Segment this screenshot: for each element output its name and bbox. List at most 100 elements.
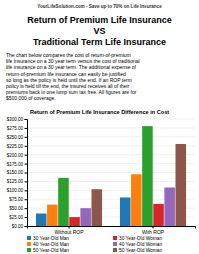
y-tick-mark — [25, 119, 28, 120]
legend-swatch — [113, 236, 117, 240]
y-tick-mark — [25, 173, 28, 174]
body-line: The chart below compares the cost of ret… — [6, 52, 131, 58]
y-tick: $200.00 — [7, 153, 27, 158]
grid-line — [27, 163, 195, 164]
body-line: policy is held till the end, the insured… — [6, 83, 130, 89]
body-line: return-of-premium life insurance can eas… — [6, 71, 126, 77]
legend-label: 30 Year-Old Woman — [119, 236, 162, 241]
y-tick-label: $25.00 — [9, 215, 23, 220]
grid-line — [27, 154, 195, 155]
bar — [80, 208, 91, 226]
grid-line — [27, 136, 195, 137]
body-line: life insurance on a 30 year term. The ad… — [6, 64, 137, 70]
legend: 30 Year-Old Man40 Year-Old Man50 Year-Ol… — [27, 236, 162, 253]
body-line: so long as the policy is held until the … — [6, 77, 132, 83]
legend-label: 40 Year-Old Man — [33, 242, 69, 247]
bar — [69, 217, 80, 226]
y-tick-label: $175.00 — [7, 162, 24, 167]
bar — [131, 174, 142, 226]
y-axis-line — [25, 120, 28, 227]
bar — [120, 197, 131, 226]
y-tick: $50.00 — [9, 206, 27, 211]
grid-line — [27, 172, 195, 173]
plot: $0.00 $25.00 $50.00 $75.00 $100.00 $125.00 $15… — [7, 117, 196, 235]
y-tick-label: $50.00 — [9, 206, 23, 211]
y-tick-label: $300.00 — [7, 117, 24, 122]
legend-item: 30 Year-Old Woman — [113, 236, 162, 241]
y-tick-label: $150.00 — [7, 170, 24, 175]
y-tick-mark — [25, 155, 28, 156]
x-axis: Without ROP With ROP — [28, 226, 196, 235]
x-tick: With ROP — [142, 226, 165, 235]
y-tick-label: $75.00 — [9, 197, 23, 202]
y-tick-mark — [25, 137, 28, 138]
legend-item: 50 Year-Old Woman — [113, 248, 162, 253]
infographic: YourLifeSolution.com - Save up to 70% on… — [0, 0, 199, 254]
bar — [91, 189, 102, 226]
y-tick: $75.00 — [9, 197, 27, 202]
y-tick: $275.00 — [7, 126, 27, 131]
y-tick-mark — [25, 128, 28, 129]
x-axis-line — [28, 227, 196, 229]
bar — [47, 205, 58, 226]
y-tick: $0.00 — [12, 224, 27, 229]
y-tick: $125.00 — [7, 179, 27, 184]
body-text: The chart below compares the cost of ret… — [6, 52, 140, 101]
bars — [36, 126, 186, 226]
y-tick: $25.00 — [9, 215, 27, 220]
legend-item: 40 Year-Old Man — [27, 242, 69, 247]
legend-swatch — [113, 242, 117, 246]
page-title: Traditional Term Life Insurance — [33, 37, 166, 47]
legend-item: 40 Year-Old Woman — [113, 242, 162, 247]
x-tick-label: Without ROP — [54, 229, 84, 235]
y-tick-mark — [25, 199, 28, 200]
bar — [175, 144, 186, 226]
grid — [27, 119, 195, 226]
y-tick-label: $275.00 — [7, 126, 24, 131]
y-tick: $100.00 — [7, 188, 27, 193]
y-tick-label: $225.00 — [7, 144, 24, 149]
y-tick: $300.00 — [7, 117, 27, 122]
page-title: VS — [93, 26, 105, 36]
y-tick-mark — [25, 164, 28, 165]
body-line: premiums back in one lump sum tax free. … — [6, 89, 137, 95]
legend-item: 30 Year-Old Man — [27, 236, 69, 241]
bar — [36, 214, 47, 226]
legend-swatch — [27, 248, 31, 252]
y-tick-label: $0.00 — [12, 224, 24, 229]
y-tick-mark — [25, 190, 28, 191]
x-tick: Without ROP — [54, 226, 84, 235]
y-tick-label: $125.00 — [7, 179, 24, 184]
y-tick-mark — [25, 208, 28, 209]
grid-line — [27, 127, 195, 128]
legend-label: 50 Year-Old Woman — [119, 248, 162, 253]
y-tick-label: $250.00 — [7, 135, 24, 140]
bar — [58, 178, 69, 226]
body-line: life insurance on a 30 year term versus … — [6, 58, 140, 64]
bar — [142, 126, 153, 226]
header-text: YourLifeSolution.com - Save up to 70% on… — [37, 4, 162, 9]
bar — [164, 187, 175, 226]
legend-swatch — [27, 236, 31, 240]
legend-label: 40 Year-Old Woman — [119, 242, 162, 247]
y-tick-mark — [25, 217, 28, 218]
y-tick: $175.00 — [7, 162, 27, 167]
legend-label: 30 Year-Old Man — [33, 236, 69, 241]
legend-swatch — [113, 248, 117, 252]
y-tick-mark — [25, 181, 28, 182]
grid-line — [27, 119, 195, 120]
page-title: Return of Premium Life Insurance — [27, 15, 172, 25]
y-tick: $250.00 — [7, 135, 27, 140]
y-tick: $225.00 — [7, 144, 27, 149]
body-line: $500,000 of coverage. — [6, 95, 56, 101]
grid-line — [27, 145, 195, 146]
x-tick-label: With ROP — [142, 229, 165, 235]
y-tick-mark — [25, 146, 28, 147]
legend-label: 50 Year-Old Man — [33, 248, 69, 253]
grid-line — [27, 181, 195, 182]
bar — [153, 204, 164, 226]
legend-item: 50 Year-Old Man — [27, 248, 69, 253]
y-tick-mark — [25, 226, 28, 227]
legend-swatch — [27, 242, 31, 246]
y-axis: $0.00 $25.00 $50.00 $75.00 $100.00 $125.00 $15… — [7, 117, 28, 229]
